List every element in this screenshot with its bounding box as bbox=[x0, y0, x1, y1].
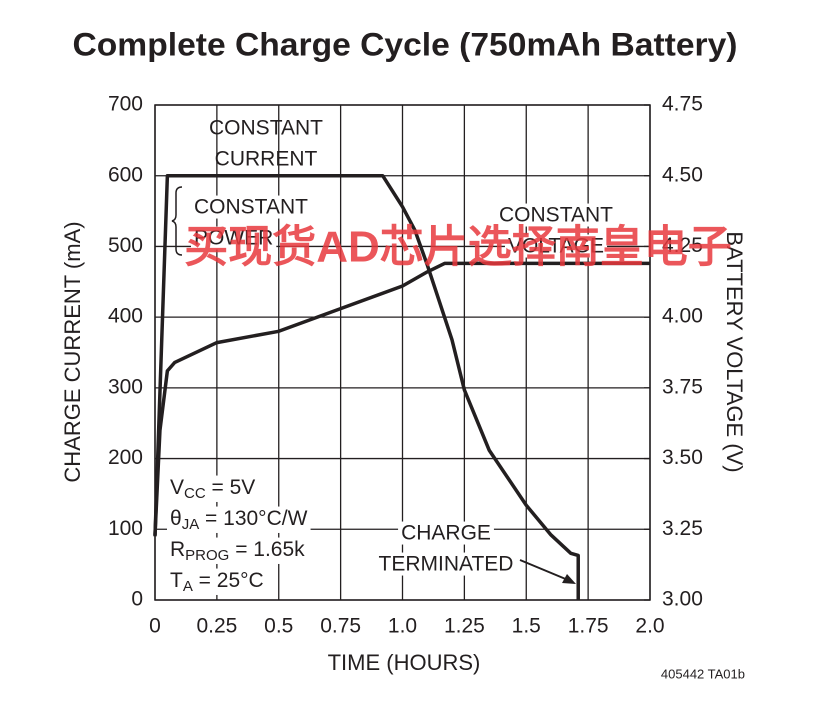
y-tick-label: 100 bbox=[108, 517, 143, 540]
x-tick-label: 1.25 bbox=[444, 615, 485, 638]
y2-tick-label: 3.50 bbox=[662, 446, 703, 469]
condition-text: θ bbox=[170, 507, 182, 530]
subscript: JA bbox=[182, 516, 200, 533]
chart-title: Complete Charge Cycle (750mAh Battery) bbox=[73, 26, 738, 62]
condition-text: T bbox=[170, 569, 183, 592]
condition-text: = 5V bbox=[206, 476, 256, 499]
x-tick-label: 0 bbox=[149, 615, 161, 638]
annotation-bg bbox=[496, 203, 617, 227]
y2-tick-label: 3.75 bbox=[662, 375, 703, 398]
condition: TA = 25°C bbox=[170, 569, 264, 595]
x-tick-label: 0.75 bbox=[320, 615, 361, 638]
condition: VCC = 5V bbox=[170, 476, 255, 502]
condition-text: R bbox=[170, 538, 185, 561]
annotation: CONSTANT bbox=[499, 204, 613, 227]
annotation: CONSTANT bbox=[194, 196, 308, 219]
y-tick-label: 0 bbox=[131, 588, 143, 611]
condition-text: V bbox=[170, 476, 184, 499]
y2-tick-label: 4.25 bbox=[662, 234, 703, 257]
arrow-line bbox=[519, 559, 569, 581]
footnote: 405442 TA01b bbox=[661, 666, 745, 681]
condition-bg bbox=[167, 537, 309, 564]
y-tick-label: 200 bbox=[108, 446, 143, 469]
arrow-head bbox=[562, 574, 576, 584]
x-tick-label: 1.75 bbox=[568, 615, 609, 638]
y2-tick-label: 3.25 bbox=[662, 517, 703, 540]
y-tick-label: 300 bbox=[108, 375, 143, 398]
y2-tick-label: 3.00 bbox=[662, 588, 703, 611]
annotation: CHARGE bbox=[401, 522, 491, 545]
y-tick-label: 600 bbox=[108, 163, 143, 186]
annotation-bg bbox=[191, 226, 277, 250]
y2-axis-label: BATTERY VOLTAGE (V) bbox=[722, 231, 747, 472]
annotation: TERMINATED bbox=[379, 553, 514, 576]
annotation: POWER bbox=[194, 227, 273, 250]
subscript: CC bbox=[184, 485, 206, 502]
data-line bbox=[153, 261, 650, 536]
y-tick-label: 400 bbox=[108, 305, 143, 328]
condition: RPROG = 1.65k bbox=[170, 538, 305, 564]
x-tick-label: 0.25 bbox=[196, 615, 237, 638]
bracket bbox=[171, 186, 183, 256]
y2-tick-label: 4.00 bbox=[662, 305, 703, 328]
x-tick-label: 2.0 bbox=[635, 615, 664, 638]
annotation: CONSTANT bbox=[209, 117, 323, 140]
annotation-bg bbox=[504, 234, 608, 258]
subscript: PROG bbox=[185, 547, 229, 564]
annotation: CURRENT bbox=[215, 148, 318, 171]
watermark: 买现货AD芯片选择南皇电子 bbox=[184, 223, 732, 272]
condition: θJA = 130°C/W bbox=[170, 507, 308, 533]
y-axis-label: CHARGE CURRENT (mA) bbox=[60, 221, 85, 482]
x-tick-label: 0.5 bbox=[264, 615, 293, 638]
subscript: A bbox=[183, 578, 193, 595]
data-line bbox=[153, 173, 580, 600]
condition-bg bbox=[167, 568, 267, 595]
condition-text: = 25°C bbox=[193, 569, 264, 592]
annotation-bg bbox=[191, 195, 312, 219]
annotation-bg bbox=[375, 552, 517, 576]
x-axis-label: TIME (HOURS) bbox=[328, 650, 481, 675]
y-tick-label: 700 bbox=[108, 93, 143, 116]
condition-text: = 130°C/W bbox=[199, 507, 307, 530]
y2-tick-label: 4.50 bbox=[662, 163, 703, 186]
y2-tick-label: 4.75 bbox=[662, 93, 703, 116]
x-tick-label: 1.0 bbox=[388, 615, 417, 638]
condition-text: = 1.65k bbox=[229, 538, 305, 561]
annotation: VOLTAGE bbox=[508, 235, 604, 258]
x-tick-label: 1.5 bbox=[512, 615, 541, 638]
condition-bg bbox=[167, 475, 259, 502]
condition-bg bbox=[167, 506, 311, 533]
annotation-bg bbox=[398, 521, 494, 545]
plot-frame bbox=[154, 104, 651, 601]
y-tick-label: 500 bbox=[108, 234, 143, 257]
